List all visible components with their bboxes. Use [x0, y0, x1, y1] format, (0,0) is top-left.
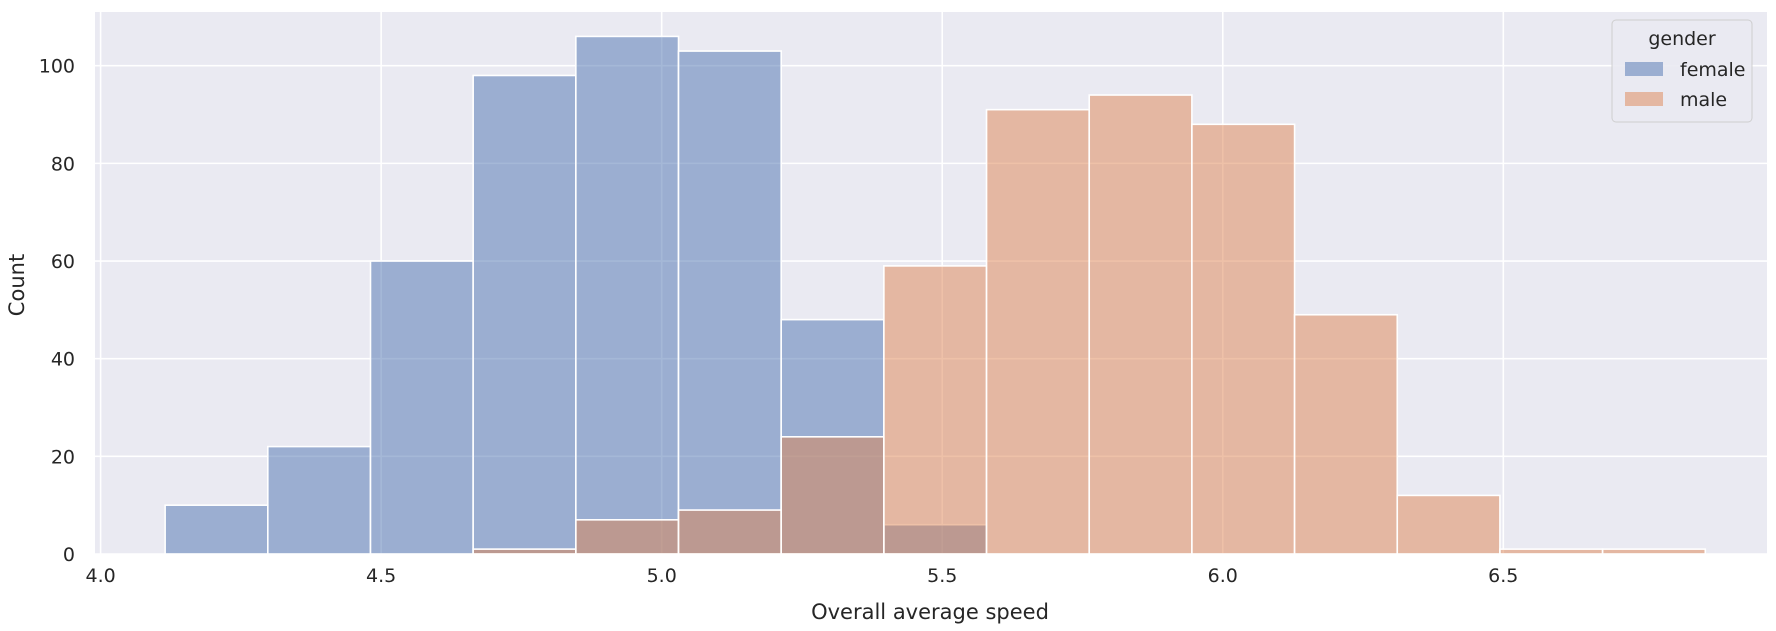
x-tick-label: 4.5	[366, 565, 396, 587]
bar-male	[1293, 313, 1399, 555]
bar-male	[985, 108, 1091, 555]
x-tick-label: 4.0	[86, 565, 116, 587]
bar-male	[1191, 123, 1296, 555]
x-tick-label: 5.5	[927, 565, 957, 587]
x-tick-label: 6.0	[1208, 565, 1238, 587]
bar-female	[472, 74, 577, 555]
bar-male	[1088, 94, 1193, 555]
x-axis-label: Overall average speed	[811, 600, 1049, 624]
legend-label-male: male	[1680, 89, 1727, 111]
tick-labels: 4.0 4.5 5.0 5.5 6.0 6.5 0 20 40 60 80 100	[39, 56, 1519, 587]
bar-male	[575, 519, 680, 555]
y-axis-label: Count	[5, 254, 29, 316]
bar-male	[780, 436, 885, 555]
bar-male	[677, 509, 782, 555]
bar-female	[267, 445, 372, 555]
bar-female	[677, 50, 782, 555]
bars	[164, 35, 1707, 555]
legend-swatch-male	[1625, 92, 1663, 106]
y-tick-label: 60	[51, 251, 75, 273]
y-tick-label: 0	[63, 544, 75, 566]
bar-male	[1499, 548, 1604, 555]
legend-label-female: female	[1680, 59, 1746, 81]
bar-female	[575, 35, 680, 555]
y-tick-label: 20	[51, 446, 75, 468]
bar-male	[472, 548, 577, 555]
bar-male	[1601, 548, 1707, 555]
x-tick-label: 6.5	[1488, 565, 1518, 587]
bar-female	[164, 504, 269, 555]
legend-title: gender	[1648, 28, 1716, 50]
legend-swatch-female	[1625, 62, 1663, 76]
legend: gender female male	[1611, 19, 1753, 123]
bar-female	[369, 260, 474, 555]
bar-male	[883, 265, 988, 555]
x-tick-label: 5.0	[647, 565, 677, 587]
y-tick-label: 40	[51, 349, 75, 371]
y-tick-label: 80	[51, 153, 75, 175]
y-tick-label: 100	[39, 56, 75, 78]
bar-male	[1396, 494, 1501, 555]
